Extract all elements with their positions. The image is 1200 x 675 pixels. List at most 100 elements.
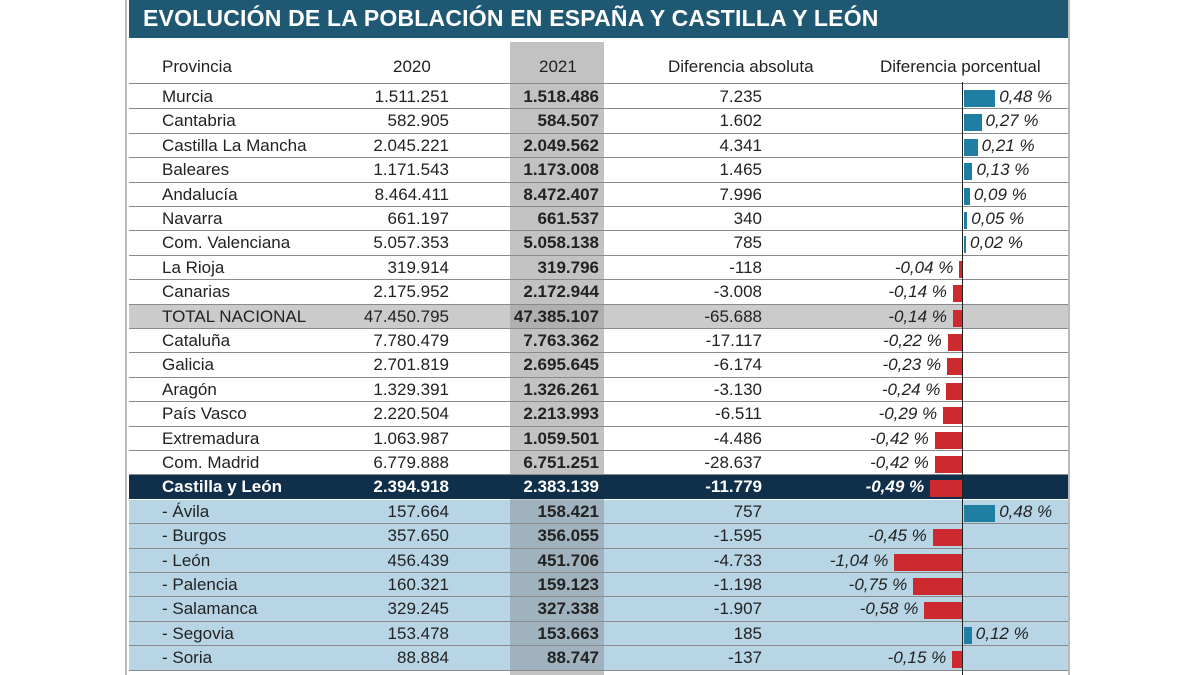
row-divider — [129, 547, 1068, 549]
row-divider — [129, 328, 1068, 329]
pct-label: 0,27 % — [985, 111, 1039, 131]
cell-2021: 1.059.501 — [510, 427, 604, 451]
cell-provincia: Galicia — [162, 355, 214, 375]
header-2020: 2020 — [393, 57, 431, 76]
cell-diferencia-absoluta: -6.511 — [715, 404, 762, 424]
cell-2021-value: 159.123 — [537, 575, 599, 594]
cell-2021: 6.751.251 — [510, 451, 604, 475]
pct-label: 0,13 % — [976, 160, 1030, 180]
pct-bar — [959, 260, 962, 278]
row-divider — [129, 401, 1068, 403]
pct-label: -0,45 % — [868, 526, 927, 546]
cell-diferencia-absoluta: -6.174 — [713, 355, 762, 375]
cell-2021: 356.055 — [510, 524, 604, 549]
pct-bar — [964, 626, 972, 644]
row-divider — [129, 230, 1068, 232]
table-row: - Palencia 160.321 159.123 -1.198 -0,75 % — [129, 573, 1068, 597]
table-row: La Rioja 319.914 319.796 -118 -0,04 % — [129, 256, 1068, 280]
cell-2021: 5.058.138 — [510, 231, 604, 255]
cell-2020: 2.220.504 — [373, 404, 449, 424]
table-row: Com. Valenciana 5.057.353 5.058.138 785 0,02… — [129, 231, 1068, 255]
cell-2021: 584.507 — [510, 109, 604, 133]
cell-2020: 319.914 — [387, 257, 449, 277]
cell-2020: 329.245 — [387, 599, 449, 619]
cell-diferencia-absoluta: -1.198 — [713, 575, 762, 594]
table-row: - Salamanca 329.245 327.338 -1.907 -0,58 % — [129, 597, 1068, 622]
table-row: Cataluña 7.780.479 7.763.362 -17.117 -0,22 % — [129, 329, 1068, 353]
pct-label: -0,14 % — [888, 306, 947, 326]
cell-2021: 159.123 — [510, 573, 604, 597]
pct-bar — [947, 334, 962, 351]
pct-bar — [894, 553, 962, 571]
cell-diferencia-absoluta: 340 — [733, 209, 762, 228]
table-row: - Burgos 357.650 356.055 -1.595 -0,45 % — [129, 524, 1068, 549]
cell-provincia: Com. Madrid — [162, 453, 260, 472]
row-divider — [129, 181, 1068, 183]
cell-2020: 153.478 — [387, 623, 449, 643]
cell-diferencia-absoluta: 7.235 — [719, 87, 762, 106]
table-row: Baleares 1.171.543 1.173.008 1.465 0,13 % — [129, 158, 1068, 182]
cell-2021-value: 88.747 — [547, 648, 599, 668]
cell-provincia: - Ávila — [162, 501, 210, 521]
infographic-frame: EVOLUCIÓN DE LA POBLACIÓN EN ESPAÑA Y CA… — [125, 0, 1070, 675]
header-2021: 2021 — [539, 57, 577, 76]
cell-provincia: - Soria — [162, 648, 213, 668]
cell-2020: 1.063.987 — [373, 428, 449, 448]
pct-bar — [952, 309, 962, 327]
row-divider — [129, 620, 1068, 622]
cell-provincia: TOTAL NACIONAL — [162, 306, 307, 326]
cell-diferencia-absoluta: -4.733 — [713, 550, 762, 570]
row-divider — [129, 206, 1068, 207]
row-divider — [129, 254, 1068, 256]
pct-label: -0,15 % — [887, 648, 947, 668]
cell-2020: 8.464.411 — [374, 184, 449, 204]
cell-provincia: Murcia — [162, 87, 214, 106]
pct-label: 0,48 % — [999, 501, 1053, 521]
cell-provincia: Andalucía — [162, 184, 238, 204]
cell-2020: 2.394.918 — [373, 477, 449, 497]
table-row: Cantabria 582.905 584.507 1.602 0,27 % — [129, 109, 1068, 133]
pct-label: -0,24 % — [881, 379, 941, 399]
row-divider — [129, 279, 1068, 281]
pct-bar — [932, 529, 962, 547]
cell-2021: 47.385.107 — [510, 305, 604, 329]
row-divider — [129, 376, 1068, 378]
pct-bar — [913, 578, 962, 595]
cell-provincia: - León — [162, 550, 211, 570]
cell-2021: 1.518.486 — [510, 85, 604, 109]
cell-2021: 88.747 — [510, 646, 604, 671]
pct-label: 0,12 % — [975, 623, 1029, 643]
pct-bar — [964, 212, 968, 229]
pct-bar — [952, 651, 962, 669]
cell-2021: 661.537 — [510, 207, 604, 231]
cell-2021: 7.763.362 — [510, 329, 604, 353]
cell-2020: 160.321 — [387, 575, 449, 594]
cell-2021: 2.172.944 — [510, 280, 604, 304]
cell-provincia: Cataluña — [162, 331, 231, 350]
pct-label: -0,14 % — [888, 282, 947, 302]
cell-2021-value: 319.796 — [537, 257, 599, 277]
cell-provincia: - Salamanca — [162, 599, 258, 619]
pct-label: -0,42 % — [870, 428, 929, 448]
cell-2021: 2.213.993 — [510, 402, 604, 426]
pct-bar — [924, 602, 962, 620]
cell-2021-value: 1.518.486 — [523, 87, 599, 106]
pct-label: -0,49 % — [865, 477, 925, 497]
cell-diferencia-absoluta: -137 — [727, 648, 762, 668]
chart-title: EVOLUCIÓN DE LA POBLACIÓN EN ESPAÑA Y CA… — [143, 5, 879, 31]
cell-2021-value: 661.537 — [537, 209, 599, 228]
cell-provincia: País Vasco — [162, 404, 247, 424]
pct-bar — [964, 114, 982, 132]
cell-2021-value: 1.326.261 — [523, 379, 599, 399]
cell-2020: 2.701.819 — [373, 355, 449, 375]
cell-2021-value: 2.172.944 — [523, 282, 599, 302]
table-row: Andalucía 8.464.411 8.472.407 7.996 0,09 % — [129, 183, 1068, 207]
pct-label: 0,21 % — [981, 135, 1035, 155]
pct-bar — [952, 285, 962, 303]
cell-2021: 2.695.645 — [510, 353, 604, 377]
cell-diferencia-absoluta: -3.008 — [713, 282, 762, 302]
cell-2020: 47.450.795 — [363, 306, 449, 326]
header-diferencia-porcentual: Diferencia porcentual — [880, 57, 1041, 76]
table-row: País Vasco 2.220.504 2.213.993 -6.511 -0,29 … — [129, 402, 1068, 426]
cell-diferencia-absoluta: -17.117 — [705, 331, 762, 350]
